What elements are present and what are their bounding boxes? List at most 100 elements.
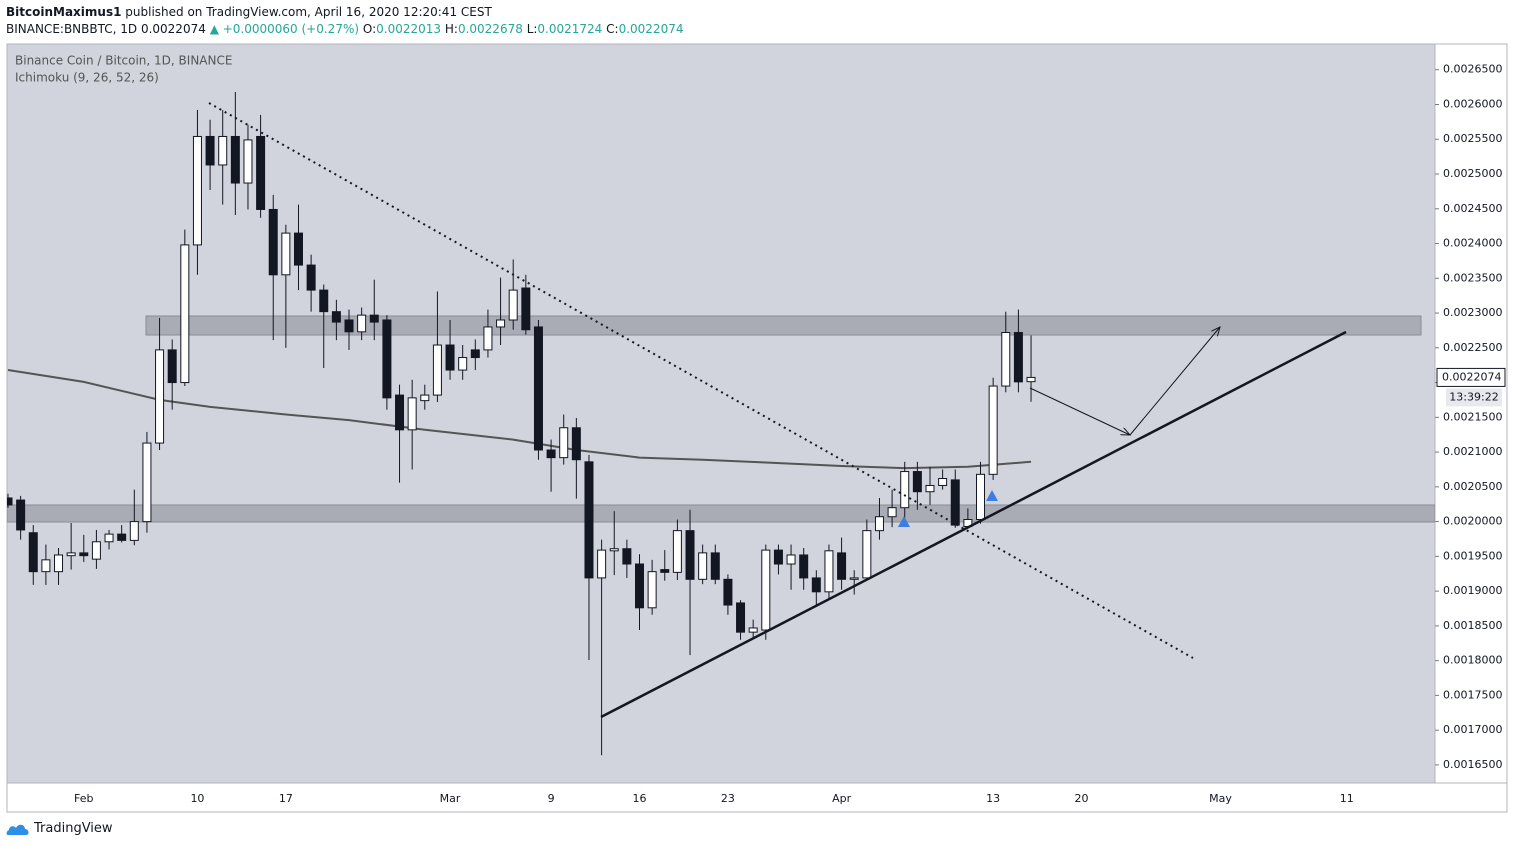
x-tick-label: Mar xyxy=(440,792,461,805)
change: ▲ +0.0000060 (+0.27%) xyxy=(209,22,360,36)
candle-body xyxy=(7,497,13,506)
candle-body xyxy=(533,326,543,451)
candle-body xyxy=(369,314,379,323)
y-tick-label: 0.0020000 xyxy=(1443,515,1503,528)
candle-body xyxy=(395,394,405,431)
candle-body xyxy=(357,314,367,333)
y-tick-label: 0.0021500 xyxy=(1443,410,1503,423)
x-tick-label: 9 xyxy=(548,792,555,805)
candle-body xyxy=(938,478,948,486)
signal-marker xyxy=(986,490,998,501)
candle-body xyxy=(41,559,51,573)
candle-body xyxy=(647,571,657,609)
candle-body xyxy=(773,549,783,565)
y-tick-label: 0.0017000 xyxy=(1443,723,1503,736)
candle-body xyxy=(180,244,190,384)
candle-body xyxy=(811,577,821,593)
candle-body xyxy=(54,554,64,573)
candle-body xyxy=(710,552,720,580)
candle-body xyxy=(268,208,278,276)
candle-body xyxy=(584,461,594,579)
signal-marker xyxy=(898,516,910,527)
candle-body xyxy=(281,232,291,276)
price-label: 0.0022074 xyxy=(1442,370,1502,383)
logo xyxy=(6,824,29,835)
y-tick-label: 0.0019000 xyxy=(1443,584,1503,597)
y-tick-label: 0.0023000 xyxy=(1443,306,1503,319)
candle-body xyxy=(799,554,809,579)
candle-body xyxy=(28,532,38,573)
c-label: C: xyxy=(606,22,619,36)
candle-body xyxy=(306,264,316,291)
candle-body xyxy=(319,289,329,313)
y-tick-label: 0.0024500 xyxy=(1443,202,1503,215)
h-label: H: xyxy=(444,22,458,36)
y-tick-label: 0.0020500 xyxy=(1443,480,1503,493)
candle-body xyxy=(609,548,619,552)
candle-body xyxy=(698,552,708,580)
countdown: 13:39:22 xyxy=(1449,390,1498,403)
x-tick-label: 17 xyxy=(279,792,293,805)
candle-body xyxy=(597,549,607,579)
c-value: 0.0022074 xyxy=(618,22,684,36)
author: BitcoinMaximus1 xyxy=(6,5,122,19)
candle-body xyxy=(445,344,455,371)
publish-line: BitcoinMaximus1 published on TradingView… xyxy=(6,5,492,19)
footer: TradingView xyxy=(6,821,113,836)
last: 0.0022074 xyxy=(140,22,206,36)
candle-body xyxy=(256,135,266,210)
candle-body xyxy=(761,549,771,631)
candle-body xyxy=(887,507,897,518)
projection-arrow xyxy=(1029,387,1130,435)
l-value: 0.0021724 xyxy=(537,22,603,36)
candle-body xyxy=(331,311,341,323)
x-tick-label: 11 xyxy=(1340,792,1354,805)
y-tick-label: 0.0018500 xyxy=(1443,619,1503,632)
candle-body xyxy=(874,516,884,532)
candle-body xyxy=(521,287,531,331)
y-tick-label: 0.0026000 xyxy=(1443,97,1503,110)
candle-body xyxy=(546,449,556,459)
y-tick-label: 0.0024000 xyxy=(1443,237,1503,250)
candle-body xyxy=(91,541,101,560)
y-tick-label: 0.0017500 xyxy=(1443,688,1503,701)
candle-body xyxy=(685,530,695,580)
candle-body xyxy=(912,471,922,493)
indicator-line xyxy=(7,369,1032,470)
candle-body xyxy=(900,471,910,509)
quote-line: BINANCE:BNBBTC, 1D 0.0022074 ▲ +0.000006… xyxy=(6,22,683,36)
ascending-trendline xyxy=(600,330,1347,719)
candle-body xyxy=(192,135,202,246)
published: published on TradingView.com, April 16, … xyxy=(121,5,492,19)
candle-body xyxy=(66,552,76,557)
candle-body xyxy=(723,578,733,606)
y-tick-label: 0.0022500 xyxy=(1443,341,1503,354)
price-label-box xyxy=(1436,367,1506,387)
candle-body xyxy=(1026,376,1036,383)
candle-body xyxy=(748,627,758,633)
x-tick-label: May xyxy=(1209,792,1232,805)
candle-body xyxy=(243,139,253,184)
candle-body xyxy=(205,135,215,166)
y-tick-label: 0.0021000 xyxy=(1443,445,1503,458)
resistance-zone xyxy=(145,315,1422,336)
x-tick-label: 23 xyxy=(721,792,735,805)
candle-body xyxy=(736,602,746,633)
x-tick-label: 16 xyxy=(633,792,647,805)
symbol: BINANCE:BNBBTC, 1D xyxy=(6,22,138,36)
candle-body xyxy=(432,344,442,396)
y-tick-label: 0.0019500 xyxy=(1443,549,1503,562)
projection-arrow xyxy=(1129,327,1220,436)
candle-body xyxy=(104,533,114,543)
candle-body xyxy=(470,349,480,359)
x-tick-label: 13 xyxy=(986,792,1000,805)
candle-body xyxy=(837,552,847,580)
y-axis-area xyxy=(1434,43,1508,784)
y-tick-label: 0.0018000 xyxy=(1443,654,1503,667)
candle-body xyxy=(142,442,152,523)
candle-body xyxy=(660,569,670,573)
candle-body xyxy=(988,385,998,475)
support-zone xyxy=(7,504,1435,523)
candle-body xyxy=(483,326,493,351)
